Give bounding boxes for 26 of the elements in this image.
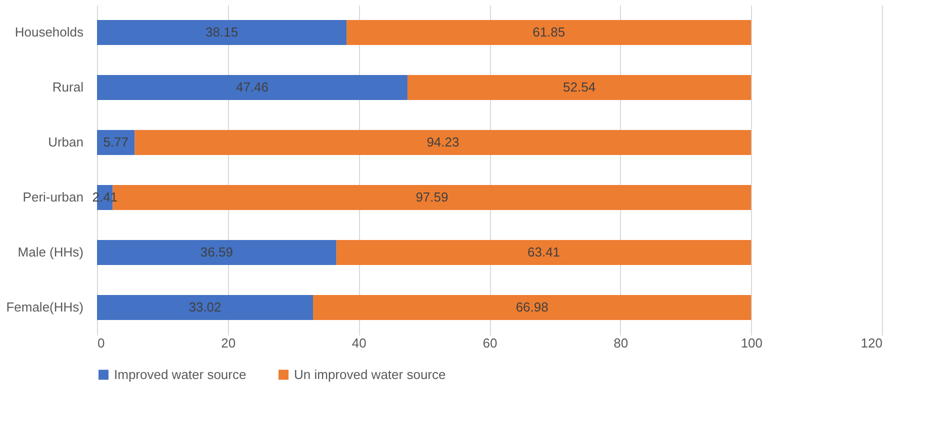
x-tick-label: 120 (860, 336, 882, 350)
y-tick-label: Female(HHs) (6, 300, 84, 314)
y-tick-label: Male (HHs) (18, 244, 84, 260)
x-tick-label: 40 (352, 336, 366, 350)
x-tick-label: 20 (221, 336, 236, 350)
data-label: 94.23 (426, 134, 460, 150)
data-label: 47.46 (236, 80, 269, 94)
data-label: 52.54 (563, 80, 596, 94)
x-tick-label: 60 (482, 336, 498, 350)
data-label: 36.59 (200, 244, 233, 260)
x-tick-label: 100 (740, 336, 763, 350)
legend-label: Un improved water source (294, 366, 446, 382)
data-label: 38.15 (206, 24, 238, 40)
y-tick-label: Households (14, 24, 84, 40)
x-tick-label: 80 (614, 336, 628, 350)
data-label: 5.77 (103, 134, 129, 150)
data-label: 61.85 (532, 24, 566, 40)
data-label: 66.98 (516, 300, 548, 314)
x-tick-label: 0 (98, 336, 105, 350)
y-tick-label: Rural (52, 80, 84, 94)
data-label: 33.02 (188, 300, 222, 314)
y-tick-label: Urban (48, 134, 84, 150)
data-label: 63.41 (527, 244, 560, 260)
legend-label: Improved water source (114, 366, 246, 382)
y-tick-label: Peri-urban (22, 190, 84, 204)
data-label: 97.59 (416, 190, 448, 204)
